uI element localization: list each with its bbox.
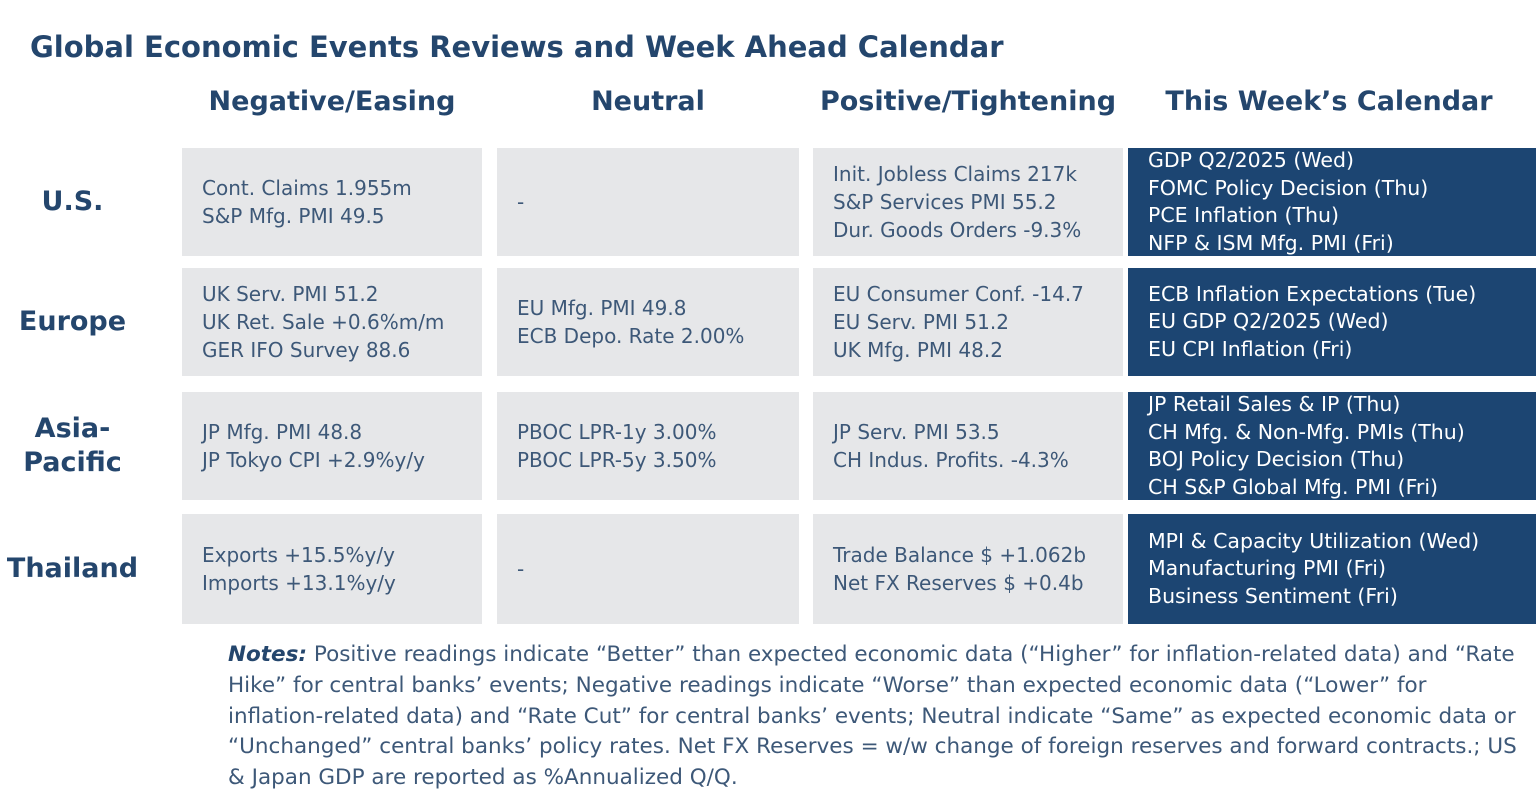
notes-text: Notes: Positive readings indicate “Bette… — [228, 640, 1518, 794]
cell-asia-calendar: JP Retail Sales & IP (Thu) CH Mfg. & Non… — [1128, 392, 1536, 500]
cell-line: JP Tokyo CPI +2.9%y/y — [202, 448, 425, 472]
row-label-us: U.S. — [41, 186, 104, 218]
cell-us-negative: Cont. Claims 1.955m S&P Mfg. PMI 49.5 — [182, 148, 482, 256]
calendar-event: BOJ Policy Decision (Thu) — [1148, 447, 1405, 471]
calendar-event: EU GDP Q2/2025 (Wed) — [1148, 309, 1389, 334]
row-label-thailand: Thailand — [6, 553, 139, 585]
calendar-event: CH Mfg. & Non-Mfg. PMIs (Thu) — [1148, 419, 1465, 444]
cell-europe-calendar: ECB Inflation Expectations (Tue) EU GDP … — [1128, 268, 1536, 376]
cell-asia-positive: JP Serv. PMI 53.5 CH Indus. Profits. -4.… — [813, 392, 1123, 500]
cell-line: JP Serv. PMI 53.5 — [833, 420, 1000, 444]
row-label-line: Asia- — [34, 413, 111, 445]
calendar-event: JP Retail Sales & IP (Thu) — [1148, 392, 1401, 416]
row-label-line: Pacific — [23, 447, 122, 478]
calendar-event: PCE Inflation (Thu) — [1148, 203, 1339, 227]
cell-line: Cont. Claims 1.955m — [202, 176, 412, 200]
cell-line: GER IFO Survey 88.6 — [202, 338, 411, 362]
calendar-event: FOMC Policy Decision (Thu) — [1148, 175, 1429, 200]
cell-line: ECB Depo. Rate 2.00% — [517, 324, 745, 348]
calendar-event: CH S&P Global Mfg. PMI (Fri) — [1148, 474, 1439, 499]
column-header-neutral: Neutral — [591, 86, 705, 117]
notes-body: Positive readings indicate “Better” than… — [228, 642, 1517, 791]
cell-line: JP Mfg. PMI 48.8 — [202, 420, 363, 444]
cell-line: EU Serv. PMI 51.2 — [833, 310, 1009, 334]
cell-us-calendar: GDP Q2/2025 (Wed) FOMC Policy Decision (… — [1128, 148, 1536, 256]
cell-europe-positive: EU Consumer Conf. -14.7 EU Serv. PMI 51.… — [813, 268, 1123, 376]
notes-label: Notes: — [228, 642, 308, 667]
cell-line: EU Mfg. PMI 49.8 — [517, 296, 687, 320]
cell-line: UK Serv. PMI 51.2 — [202, 282, 379, 306]
cell-line: Exports +15.5%y/y — [202, 543, 395, 567]
cell-thailand-negative: Exports +15.5%y/y Imports +13.1%y/y — [182, 514, 482, 624]
cell-line: Trade Balance $ +1.062b — [833, 543, 1087, 567]
cell-line: UK Ret. Sale +0.6%m/m — [202, 310, 445, 334]
page-title: Global Economic Events Reviews and Week … — [30, 30, 1004, 64]
cell-thailand-calendar: MPI & Capacity Utilization (Wed) Manufac… — [1128, 514, 1536, 624]
calendar-event: GDP Q2/2025 (Wed) — [1148, 148, 1355, 172]
cell-line: PBOC LPR-5y 3.50% — [517, 448, 717, 472]
cell-line: Net FX Reserves $ +0.4b — [833, 571, 1084, 595]
column-header-positive: Positive/Tightening — [819, 86, 1117, 117]
cell-line: CH Indus. Profits. -4.3% — [833, 448, 1069, 472]
cell-asia-negative: JP Mfg. PMI 48.8 JP Tokyo CPI +2.9%y/y — [182, 392, 482, 500]
calendar-event: Business Sentiment (Fri) — [1148, 583, 1398, 608]
calendar-event: ECB Inflation Expectations (Tue) — [1148, 281, 1477, 306]
row-label-europe: Europe — [18, 306, 127, 338]
cell-thailand-neutral: - — [497, 514, 799, 624]
calendar-event: Manufacturing PMI (Fri) — [1148, 556, 1386, 581]
cell-line: - — [517, 557, 525, 581]
calendar-event: NFP & ISM Mfg. PMI (Fri) — [1148, 230, 1394, 255]
cell-line: Imports +13.1%y/y — [202, 571, 396, 595]
cell-europe-neutral: EU Mfg. PMI 49.8 ECB Depo. Rate 2.00% — [497, 268, 799, 376]
cell-line: Dur. Goods Orders -9.3% — [833, 218, 1082, 242]
row-label-asia-pacific: Asia- Pacific — [0, 392, 145, 500]
cell-us-neutral: - — [497, 148, 799, 256]
cell-line: Init. Jobless Claims 217k — [833, 162, 1077, 186]
cell-line: - — [517, 190, 525, 214]
calendar-event: MPI & Capacity Utilization (Wed) — [1148, 528, 1480, 553]
cell-thailand-positive: Trade Balance $ +1.062b Net FX Reserves … — [813, 514, 1123, 624]
cell-line: EU Consumer Conf. -14.7 — [833, 282, 1084, 306]
column-header-calendar: This Week’s Calendar — [1165, 86, 1493, 117]
cell-europe-negative: UK Serv. PMI 51.2 UK Ret. Sale +0.6%m/m … — [182, 268, 482, 376]
cell-us-positive: Init. Jobless Claims 217k S&P Services P… — [813, 148, 1123, 256]
cell-line: UK Mfg. PMI 48.2 — [833, 338, 1003, 362]
cell-line: PBOC LPR-1y 3.00% — [517, 420, 717, 444]
cell-asia-neutral: PBOC LPR-1y 3.00% PBOC LPR-5y 3.50% — [497, 392, 799, 500]
cell-line: S&P Services PMI 55.2 — [833, 190, 1057, 214]
cell-line: S&P Mfg. PMI 49.5 — [202, 204, 385, 228]
column-header-negative: Negative/Easing — [208, 86, 456, 117]
calendar-event: EU CPI Inflation (Fri) — [1148, 336, 1353, 361]
